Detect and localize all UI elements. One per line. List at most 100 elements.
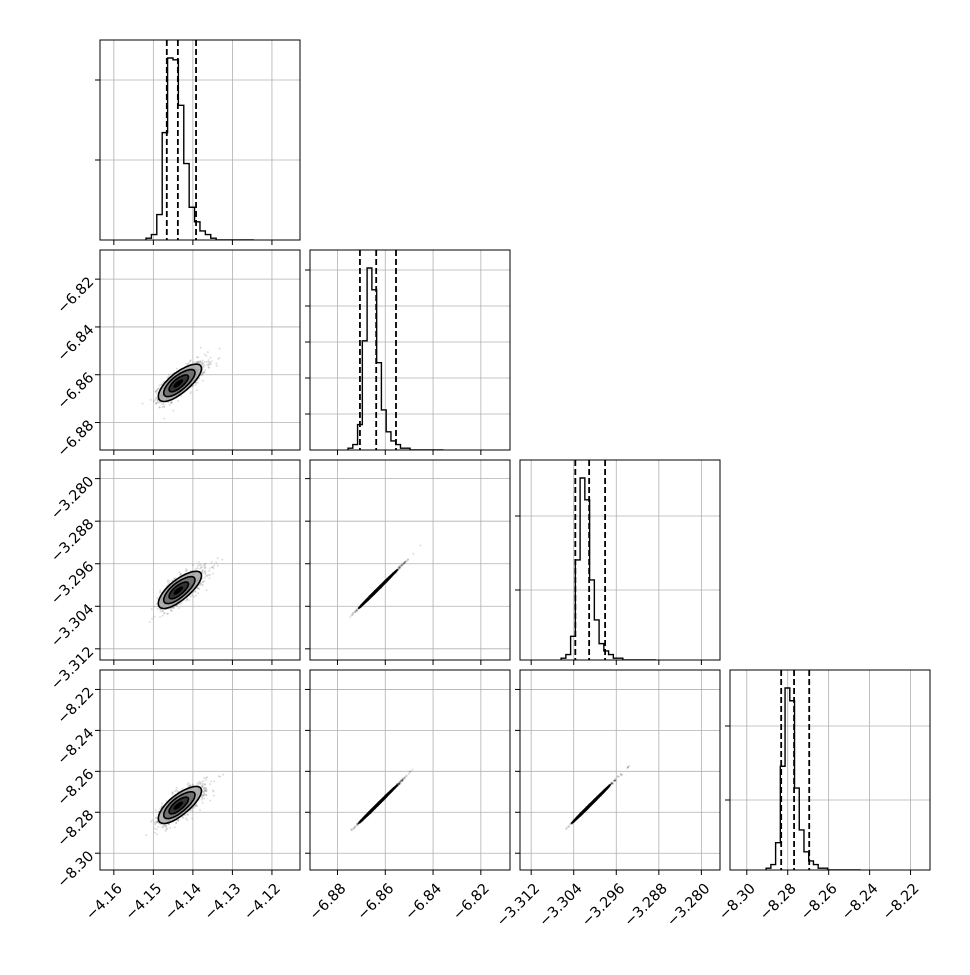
sample-point <box>163 824 165 826</box>
sample-point <box>398 567 400 569</box>
sample-point <box>179 603 181 605</box>
y-tick-label: −6.84 <box>55 322 98 365</box>
sample-point <box>352 614 354 616</box>
sample-point <box>202 565 204 567</box>
sample-point <box>176 368 178 370</box>
sample-point <box>204 783 206 785</box>
sample-point <box>191 810 193 812</box>
sample-point <box>407 558 409 560</box>
sample-point <box>354 612 356 614</box>
sample-point <box>201 363 203 365</box>
sample-point <box>197 382 199 384</box>
sample-point <box>175 822 177 824</box>
panel-frame <box>100 250 300 450</box>
sample-point <box>163 405 165 407</box>
y-tick-label: −3.304 <box>48 601 97 650</box>
sample-point <box>221 559 223 561</box>
sample-point <box>150 399 152 401</box>
panel-content <box>561 460 656 660</box>
panel-3-1 <box>305 670 510 875</box>
sample-point <box>190 391 192 393</box>
sample-point <box>155 809 157 811</box>
sample-point <box>197 565 199 567</box>
sample-point <box>174 826 176 828</box>
panel-frame <box>100 40 300 240</box>
panel-frame <box>520 460 720 660</box>
sample-point <box>198 561 200 563</box>
sample-point <box>205 777 207 779</box>
sample-point <box>186 569 188 571</box>
sample-point <box>201 571 203 573</box>
sample-point <box>202 380 204 382</box>
sample-point <box>203 787 205 789</box>
sample-point <box>154 824 156 826</box>
sample-point <box>190 595 192 597</box>
sample-point <box>171 610 173 612</box>
sample-point <box>217 557 219 559</box>
sample-point <box>191 594 193 596</box>
panel-frame <box>310 460 510 660</box>
sample-point <box>349 616 351 618</box>
sample-point <box>189 785 191 787</box>
sample-point <box>189 361 191 363</box>
sample-point <box>203 580 205 582</box>
sample-point <box>163 418 165 420</box>
sample-point <box>202 780 204 782</box>
sample-point <box>212 791 214 793</box>
sample-point <box>208 361 210 363</box>
sample-point <box>185 817 187 819</box>
sample-point <box>151 819 153 821</box>
panel-1-0 <box>95 250 300 455</box>
sample-point <box>154 822 156 824</box>
panel-0-0 <box>95 40 300 245</box>
sample-point <box>156 603 158 605</box>
sample-point <box>197 356 199 358</box>
sample-point <box>195 805 197 807</box>
sample-point <box>192 784 194 786</box>
sample-point <box>177 400 179 402</box>
sample-point <box>145 834 147 836</box>
sample-point <box>196 389 198 391</box>
sample-point <box>142 403 144 405</box>
sample-point <box>167 613 169 615</box>
sample-point <box>190 359 192 361</box>
sample-point <box>176 789 178 791</box>
sample-point <box>201 566 203 568</box>
sample-point <box>206 364 208 366</box>
sample-point <box>199 361 201 363</box>
x-tick-label: −4.12 <box>241 881 284 924</box>
y-tick-label: −3.312 <box>48 644 97 693</box>
sample-point <box>209 577 211 579</box>
panel-content <box>348 250 443 450</box>
sample-point <box>219 348 221 350</box>
sample-point <box>217 565 219 567</box>
sample-point <box>157 608 159 610</box>
panel-frame <box>310 250 510 450</box>
sample-point <box>208 359 210 361</box>
sample-point <box>213 565 215 567</box>
sample-point <box>201 785 203 787</box>
sample-point <box>213 780 215 782</box>
x-tick-label: −4.13 <box>202 881 245 924</box>
sample-point <box>198 588 200 590</box>
y-tick-label: −6.86 <box>55 370 98 413</box>
sample-point <box>210 781 212 783</box>
sample-point <box>159 591 161 593</box>
sample-point <box>157 826 159 828</box>
y-tick-label: −6.88 <box>55 418 98 461</box>
sample-point <box>159 401 161 403</box>
sample-point <box>186 598 188 600</box>
sample-point <box>209 783 211 785</box>
sample-point <box>202 783 204 785</box>
sample-point <box>156 828 158 830</box>
sample-point <box>161 802 163 804</box>
sample-point <box>193 596 195 598</box>
sample-point <box>412 553 414 555</box>
sample-point <box>208 570 210 572</box>
sample-point <box>206 589 208 591</box>
sample-point <box>182 817 184 819</box>
sample-point <box>162 826 164 828</box>
sample-point <box>168 374 170 376</box>
panel-2-0 <box>95 460 300 665</box>
sample-point <box>173 578 175 580</box>
